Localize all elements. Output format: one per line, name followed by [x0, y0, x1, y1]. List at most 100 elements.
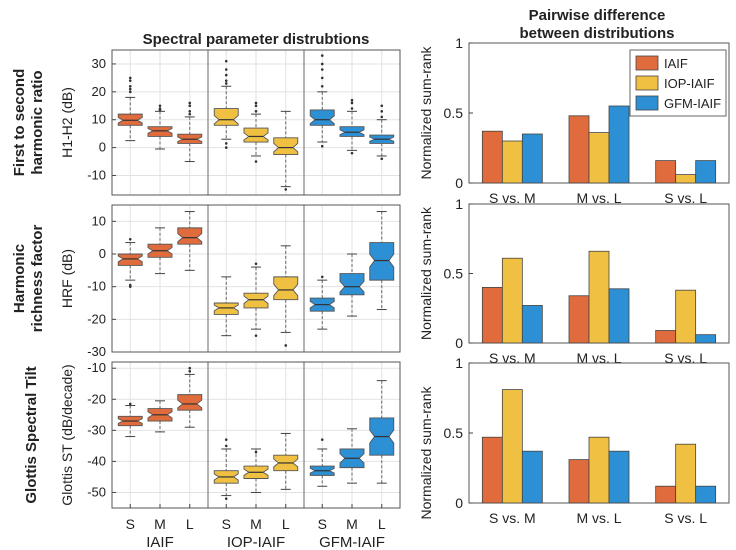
box-outlier: [224, 142, 228, 145]
box-group-label: IAIF: [146, 534, 174, 550]
box-row-1-ytick-label: 0: [99, 140, 106, 155]
box-outlier: [128, 238, 132, 241]
box-category-label: M: [154, 516, 166, 532]
box-outlier: [224, 59, 228, 63]
box-row-1-ytick-label: 30: [92, 56, 106, 71]
legend-label-IOP-IAIF: IOP-IAIF: [664, 76, 715, 91]
bar-IOP-IAIF-3: [675, 443, 697, 504]
box-outlier: [320, 144, 324, 148]
box-row-2-ylabel: HRF (dB): [59, 249, 75, 308]
box-outlier: [350, 101, 354, 105]
box-outlier: [284, 188, 288, 191]
box-outlier: [320, 62, 324, 66]
bar-IOP-IAIF-1: [501, 389, 523, 504]
box-category-label: S: [126, 516, 135, 532]
box-IOP-IAIF-L: [273, 276, 299, 301]
bar-panel-2-category-label: M vs. L: [576, 350, 621, 366]
box-IOP-IAIF-M: [243, 292, 269, 309]
bar-chart-title-line-1: Pairwise difference: [529, 7, 666, 24]
legend-swatch-IOP-IAIF: [635, 75, 659, 91]
box-IAIF-L: [177, 227, 203, 245]
bar-GFM-IAIF-2: [608, 288, 630, 344]
bar-panel-2-ylabel: Normalized sum-rank: [418, 206, 434, 340]
box-outlier: [224, 146, 228, 149]
bar-panel-1-category-label: S vs. L: [664, 190, 707, 206]
bar-panel-2-ytick-label: 1: [455, 196, 463, 212]
box-row-1-row-label: First to second: [11, 69, 28, 177]
bar-panel-1-ytick-label: 0: [455, 175, 463, 191]
box-outlier: [188, 112, 192, 116]
bar-chart-title-line-2: between distributions: [519, 25, 674, 42]
box-outlier: [350, 107, 354, 110]
box-GFM-IAIF-S: [309, 109, 335, 126]
bar-IAIF-3: [655, 485, 677, 504]
box-category-label: M: [250, 516, 262, 532]
box-row-1-ylabel: H1-H2 (dB): [59, 87, 75, 158]
box-outlier: [320, 76, 324, 80]
box-outlier: [380, 110, 384, 113]
box-group-label: GFM-IAIF: [319, 534, 385, 550]
box-outlier: [128, 76, 132, 80]
bar-panel-2-ytick-label: 0: [455, 335, 463, 351]
box-row-2-frame: [111, 204, 401, 353]
box-row-2-ytick-label: -10: [87, 279, 106, 294]
box-row-2-ytick-label: 10: [92, 213, 106, 228]
box-row-1-row-label: harmonic ratio: [29, 70, 46, 174]
legend-label-IAIF: IAIF: [664, 56, 688, 71]
box-GFM-IAIF-M: [339, 126, 365, 137]
box-outlier: [224, 73, 228, 77]
bar-GFM-IAIF-3: [695, 334, 717, 344]
bar-GFM-IAIF-3: [695, 485, 717, 504]
bar-panel-1-category-label: M vs. L: [576, 190, 621, 206]
box-row-1-ytick-label: 10: [92, 112, 106, 127]
bar-IAIF-1: [481, 130, 503, 184]
box-outlier: [320, 84, 324, 88]
box-row-2-ytick-label: -20: [87, 311, 106, 326]
bar-GFM-IAIF-1: [521, 305, 543, 344]
box-outlier: [224, 497, 228, 500]
box-IOP-IAIF-M: [243, 127, 269, 143]
bar-IAIF-1: [481, 436, 503, 504]
bar-IAIF-2: [568, 295, 590, 344]
box-outlier: [188, 370, 192, 373]
box-row-2-ytick-label: -30: [87, 344, 106, 359]
box-category-label: L: [378, 516, 386, 532]
bar-panel-3-ytick-label: 1: [455, 355, 463, 371]
box-outlier: [254, 334, 258, 337]
box-outlier: [380, 104, 384, 108]
bar-panel-3-ylabel: Normalized sum-rank: [418, 385, 434, 519]
bar-panel-1-ytick-label: 0.5: [444, 105, 464, 121]
box-group-label: IOP-IAIF: [227, 534, 285, 550]
bar-GFM-IAIF-2: [608, 105, 630, 184]
box-outlier: [254, 450, 258, 454]
box-outlier: [188, 101, 192, 105]
box-outlier: [128, 87, 132, 91]
box-row-2-row-label: Harmonic: [11, 244, 28, 313]
box-outlier: [284, 344, 288, 347]
box-IAIF-L: [177, 394, 203, 411]
box-outlier: [224, 438, 228, 441]
box-row-3-ytick-label: -10: [87, 360, 106, 375]
box-outlier: [188, 110, 192, 113]
box-outlier: [128, 84, 132, 88]
box-outlier: [188, 366, 192, 370]
box-row-3-ytick-label: -40: [87, 453, 106, 468]
bar-panel-2-category-label: S vs. M: [489, 350, 536, 366]
bar-IAIF-1: [481, 286, 503, 344]
legend-swatch-IAIF: [635, 55, 659, 71]
bar-GFM-IAIF-3: [695, 160, 717, 184]
bar-IOP-IAIF-1: [501, 140, 523, 184]
bar-panel-3-ytick-label: 0.5: [444, 425, 464, 441]
legend-swatch-GFM-IAIF: [635, 95, 659, 111]
bar-IAIF-2: [568, 459, 590, 504]
box-outlier: [350, 151, 354, 155]
bar-panel-3-category-label: S vs. L: [664, 510, 707, 526]
bar-IOP-IAIF-2: [588, 250, 610, 344]
box-category-label: L: [186, 516, 194, 532]
box-outlier: [350, 98, 354, 102]
box-outlier: [320, 54, 324, 57]
box-outlier: [128, 79, 132, 82]
box-GFM-IAIF-M: [339, 273, 365, 296]
box-row-1-ytick-label: 20: [92, 84, 106, 99]
